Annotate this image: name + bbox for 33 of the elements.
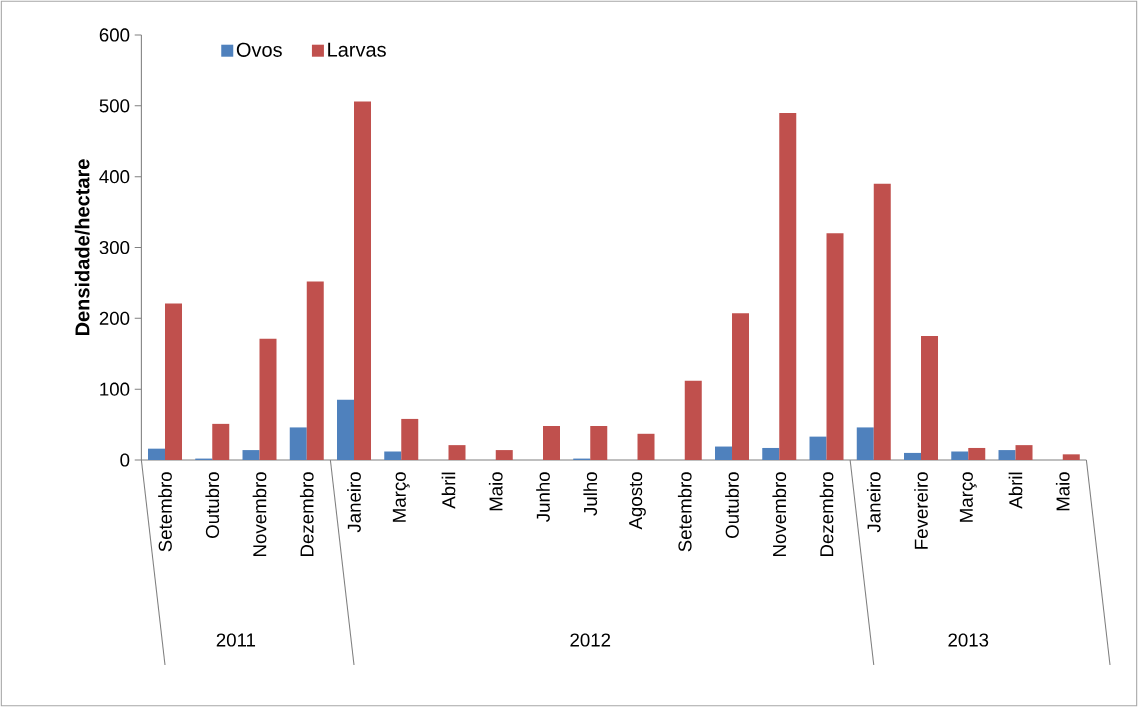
x-tick-label: Outubro (205, 472, 220, 538)
x-tick-label: Maio (488, 472, 503, 511)
x-tick-label: Setembro (677, 472, 692, 552)
x-tick-label: Julho (583, 472, 598, 516)
x-tick-label: Maio (1055, 472, 1070, 511)
text: 2013 (948, 633, 989, 647)
y-tick-label: 500 (99, 99, 130, 113)
x-tick-label: Abril (1008, 472, 1023, 509)
x-tick-label: Novembro (772, 472, 787, 556)
legend-label: Larvas (328, 42, 386, 57)
legend-label: Ovos (236, 42, 282, 57)
text: 2012 (570, 633, 611, 647)
x-tick-label: Março (959, 472, 977, 522)
x-tick-label: Abril (441, 472, 456, 509)
x-tick-label: Novembro (252, 472, 267, 556)
y-tick-label: 200 (99, 311, 130, 325)
x-tick-label: Setembro (158, 472, 172, 552)
y-axis-title: Densidade/hectare (74, 159, 90, 336)
x-tick-label: Dezembro (819, 472, 834, 556)
x-tick-label: Março (392, 472, 410, 522)
text: 2011 (216, 633, 256, 647)
x-tick-label: Janeiro (866, 472, 881, 533)
x-tick-label: Outubro (725, 472, 739, 538)
y-tick-label: 0 (120, 453, 130, 467)
x-tick-label: Agosto (629, 472, 646, 530)
y-tick-label: 300 (99, 240, 130, 255)
x-tick-label: Dezembro (299, 472, 314, 556)
y-tick-label: 100 (100, 382, 130, 396)
x-tick-label: Janeiro (347, 472, 361, 533)
y-tick-label: 600 (99, 28, 130, 42)
x-tick-label: Fevereiro (914, 472, 928, 549)
y-tick-label: 400 (99, 170, 130, 184)
x-tick-label: Junho (536, 472, 550, 522)
